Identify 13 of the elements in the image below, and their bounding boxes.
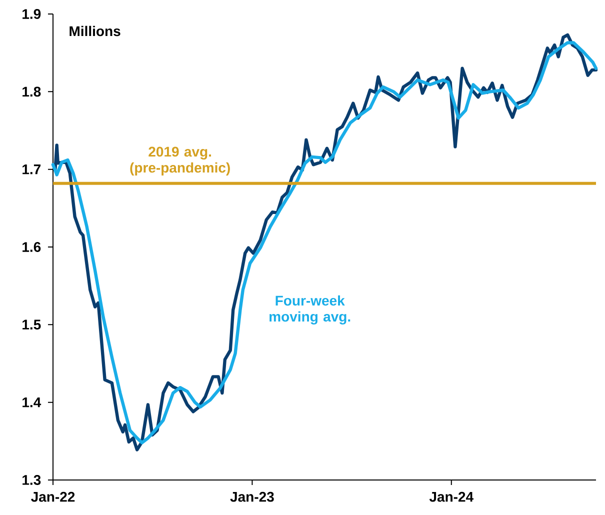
x-tick-label: Jan-22 xyxy=(31,492,75,502)
x-tick-label: Jan-23 xyxy=(230,492,274,502)
y-tick-label: 1.7 xyxy=(22,164,41,174)
ref-line-label: 2019 avg. (pre-pandemic) xyxy=(130,146,230,176)
x-tick-label: Jan-24 xyxy=(429,492,474,502)
annotation: Millions xyxy=(70,26,120,36)
y-tick-label: 1.8 xyxy=(22,86,41,97)
y-tick-label: 1.6 xyxy=(22,242,41,252)
series-label: Four-week moving avg. xyxy=(270,295,350,324)
y-tick-label: 1.4 xyxy=(22,398,42,408)
y-tick-label: 1.5 xyxy=(22,320,41,330)
y-tick-label: 1.3 xyxy=(22,475,41,485)
y-tick-label: 1.9 xyxy=(22,9,41,19)
